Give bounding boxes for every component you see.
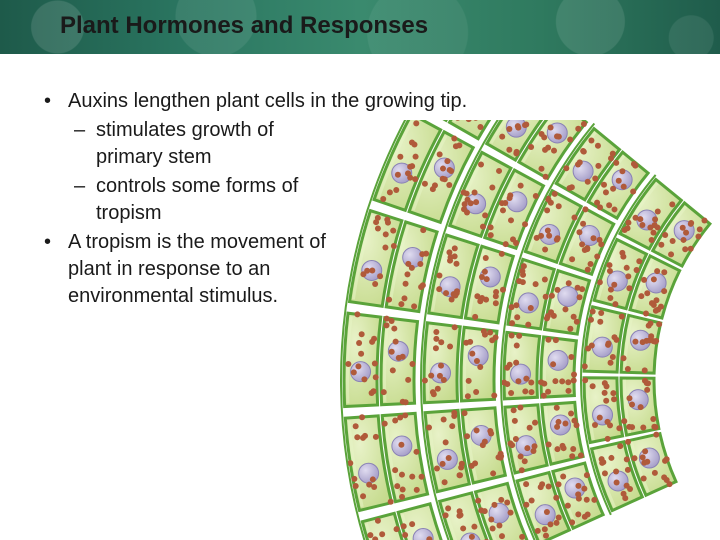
bullet-item: A tropism is the movement of plant in re…: [40, 229, 350, 310]
bullet-item: Auxins lengthen plant cells in the growi…: [40, 88, 680, 227]
sub-bullet-list: stimulates growth of primary stem contro…: [68, 117, 680, 227]
sub-bullet-text: controls some forms of tropism: [96, 175, 298, 224]
header-band: Plant Hormones and Responses: [0, 0, 720, 54]
sub-bullet-item: controls some forms of tropism: [68, 173, 338, 227]
bullet-list: Auxins lengthen plant cells in the growi…: [40, 88, 680, 310]
page-title: Plant Hormones and Responses: [60, 12, 428, 40]
bullet-text: A tropism is the movement of plant in re…: [68, 231, 326, 307]
content-area: Auxins lengthen plant cells in the growi…: [0, 54, 720, 310]
sub-bullet-item: stimulates growth of primary stem: [68, 117, 328, 171]
bullet-text: Auxins lengthen plant cells in the growi…: [68, 90, 467, 112]
sub-bullet-text: stimulates growth of primary stem: [96, 119, 274, 168]
